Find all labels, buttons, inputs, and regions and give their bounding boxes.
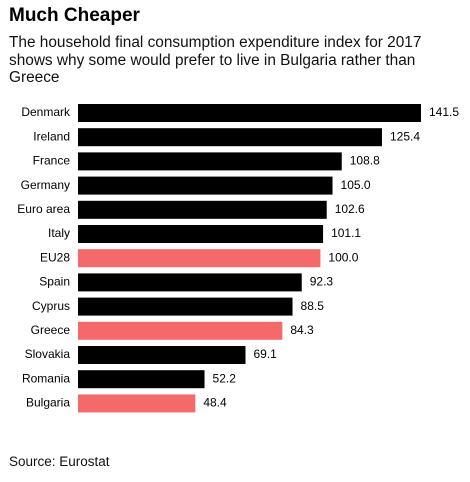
value-label: 88.5 [301,299,325,313]
category-label: Ireland [33,129,70,143]
value-label: 105.0 [341,178,371,192]
value-label: 102.6 [335,202,365,216]
bar [78,200,327,219]
chart-subtitle: The household final consumption expendit… [9,34,422,86]
bar [78,104,421,122]
category-label: Euro area [17,202,70,216]
category-label: France [33,154,71,168]
bar [78,225,324,243]
category-label: Bulgaria [26,396,70,410]
value-label: 125.4 [390,129,420,143]
bar [78,273,302,292]
value-label: 141.5 [429,105,459,119]
source-note: Source: Eurostat [9,454,110,469]
bar [78,128,382,147]
category-label: Germany [21,178,70,192]
bar [78,152,342,171]
value-label: 69.1 [253,347,277,361]
value-label: 101.1 [331,226,361,240]
category-label: Denmark [21,105,71,119]
bar [78,370,205,389]
value-label: 84.3 [290,323,314,337]
category-label: Italy [48,226,70,240]
bar [78,346,246,364]
bar [78,249,321,268]
category-label: Romania [22,371,70,385]
chart-title: Much Cheaper [9,5,140,26]
category-label: Slovakia [25,347,71,361]
category-label: Spain [39,275,70,289]
category-label: Cyprus [32,299,70,313]
category-label: Greece [31,323,71,337]
bar [78,394,196,413]
value-label: 100.0 [328,250,358,264]
bar [78,321,283,340]
value-label: 52.2 [213,371,237,385]
bar [78,176,333,195]
value-label: 92.3 [310,275,334,289]
value-label: 48.4 [203,396,227,410]
category-label: EU28 [40,250,70,264]
bar [78,297,293,316]
value-label: 108.8 [350,154,380,168]
